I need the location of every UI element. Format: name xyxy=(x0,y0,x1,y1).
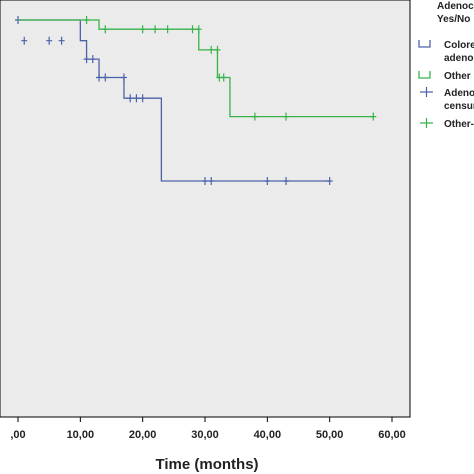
censor-mark xyxy=(164,25,171,34)
legend-label: Colore xyxy=(444,40,474,51)
censor-mark xyxy=(214,45,221,54)
legend-label: adenoc xyxy=(444,53,474,64)
censor-mark xyxy=(133,94,140,103)
censor-mark xyxy=(21,36,28,45)
legend-swatch xyxy=(418,40,431,48)
censor-mark xyxy=(139,94,146,103)
censor-mark xyxy=(251,112,258,121)
legend: Adenoc Yes/No Colore adenoc Other Adeno censur… xyxy=(418,1,474,130)
plot-area xyxy=(0,0,411,418)
x-axis: ,00 10,00 20,00 30,00 40,00 50,00 60,00 xyxy=(10,417,406,441)
censor-mark xyxy=(58,36,65,45)
censor-mark xyxy=(152,25,159,34)
survival-curve-2 xyxy=(18,19,374,118)
legend-title: Yes/No xyxy=(437,14,470,25)
x-tick-label: 50,00 xyxy=(316,429,344,441)
x-tick-label: ,00 xyxy=(10,429,25,441)
legend-swatch xyxy=(418,71,431,79)
legend-label: censur xyxy=(444,101,474,112)
censor-mark xyxy=(208,45,215,54)
censor-mark xyxy=(189,25,196,34)
censor-mark xyxy=(83,55,90,64)
censor-mark xyxy=(283,177,290,185)
legend-label: Other- xyxy=(444,119,474,130)
censor-mark xyxy=(46,36,53,45)
censor-mark xyxy=(102,25,109,34)
censor-mark xyxy=(220,73,227,82)
legend-entry: Adeno censur xyxy=(420,87,474,112)
legend-entry: Other xyxy=(418,71,471,82)
censor-mark xyxy=(202,177,208,185)
x-axis-title: Time (months) xyxy=(155,456,258,473)
censor-mark xyxy=(283,112,290,121)
legend-entry: Other- xyxy=(420,118,474,130)
x-tick-label: 60,00 xyxy=(378,429,406,441)
legend-title: Adenoc xyxy=(437,1,474,12)
censor-mark xyxy=(102,73,109,82)
censor-mark xyxy=(326,177,333,185)
legend-swatch xyxy=(420,87,433,97)
x-tick-label: 10,00 xyxy=(67,429,95,441)
x-tick-label: 40,00 xyxy=(254,429,282,441)
legend-label: Other xyxy=(444,71,471,82)
censor-mark xyxy=(195,25,202,34)
x-tick-label: 30,00 xyxy=(191,429,219,441)
censor-mark xyxy=(208,177,215,185)
censor-mark xyxy=(96,73,103,82)
censor-mark xyxy=(264,177,271,185)
series-layer xyxy=(15,16,377,185)
censor-mark xyxy=(139,25,146,34)
survival-curve-1 xyxy=(18,19,330,182)
censor-mark xyxy=(89,55,96,64)
legend-swatch xyxy=(420,118,433,128)
x-tick-label: 20,00 xyxy=(129,429,157,441)
censor-mark xyxy=(83,16,90,24)
legend-entry: Colore adenoc xyxy=(418,40,474,64)
censor-mark xyxy=(127,94,134,103)
censor-mark xyxy=(370,112,377,121)
censor-mark xyxy=(120,73,127,82)
legend-label: Adeno xyxy=(444,88,474,99)
